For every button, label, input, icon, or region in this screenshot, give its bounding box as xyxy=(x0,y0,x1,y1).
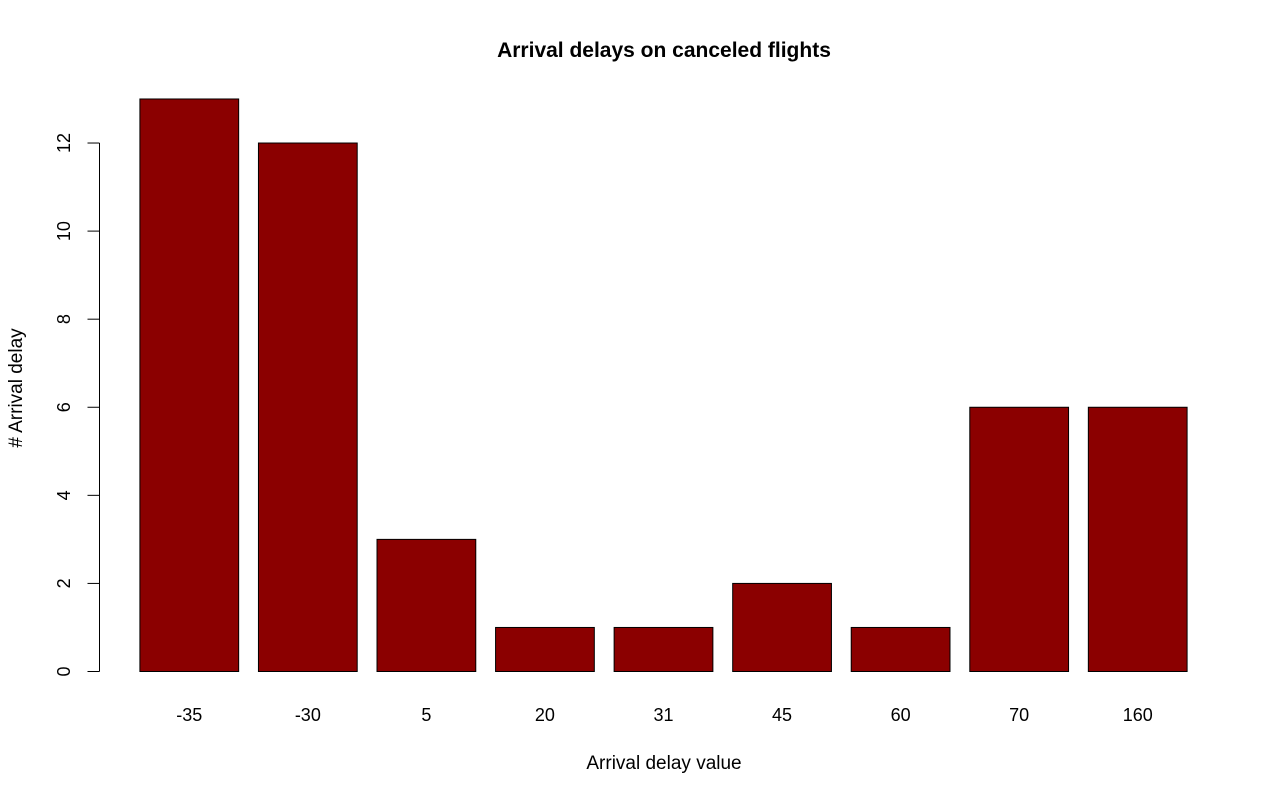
y-tick-label: 4 xyxy=(54,490,74,500)
bar-20 xyxy=(495,626,595,673)
y-tick-label: 12 xyxy=(54,133,74,153)
chart-title: Arrival delays on canceled flights xyxy=(497,39,831,62)
x-tick-label: 70 xyxy=(1009,705,1029,725)
y-axis-label: # Arrival delay xyxy=(6,328,27,448)
x-axis-tick-labels: -35 -30 5 20 31 45 60 70 160 xyxy=(176,705,1152,725)
bar-45 xyxy=(732,582,832,672)
y-axis: 0 2 4 6 8 10 12 xyxy=(54,133,100,677)
y-tick-label: 2 xyxy=(54,578,74,588)
bar-160 xyxy=(1087,406,1188,672)
x-tick-label: 60 xyxy=(891,705,911,725)
y-tick-label: 0 xyxy=(54,666,74,676)
x-axis-label: Arrival delay value xyxy=(586,753,741,774)
y-tick-label: 6 xyxy=(54,402,74,412)
x-tick-label: 45 xyxy=(772,705,792,725)
x-tick-label: 5 xyxy=(421,705,431,725)
x-tick-label: -35 xyxy=(176,705,202,725)
x-tick-label: 20 xyxy=(535,705,555,725)
bar-31 xyxy=(613,626,714,673)
bar--35 xyxy=(139,98,240,673)
x-tick-label: 160 xyxy=(1123,705,1153,725)
x-tick-label: 31 xyxy=(653,705,673,725)
bar-60 xyxy=(850,626,951,673)
bar-5 xyxy=(376,538,477,672)
y-tick-label: 8 xyxy=(54,314,74,324)
y-tick-label: 10 xyxy=(54,221,74,241)
bar--30 xyxy=(257,142,358,672)
bar-70 xyxy=(969,406,1070,672)
x-tick-label: -30 xyxy=(295,705,321,725)
bars-group xyxy=(139,98,1188,673)
